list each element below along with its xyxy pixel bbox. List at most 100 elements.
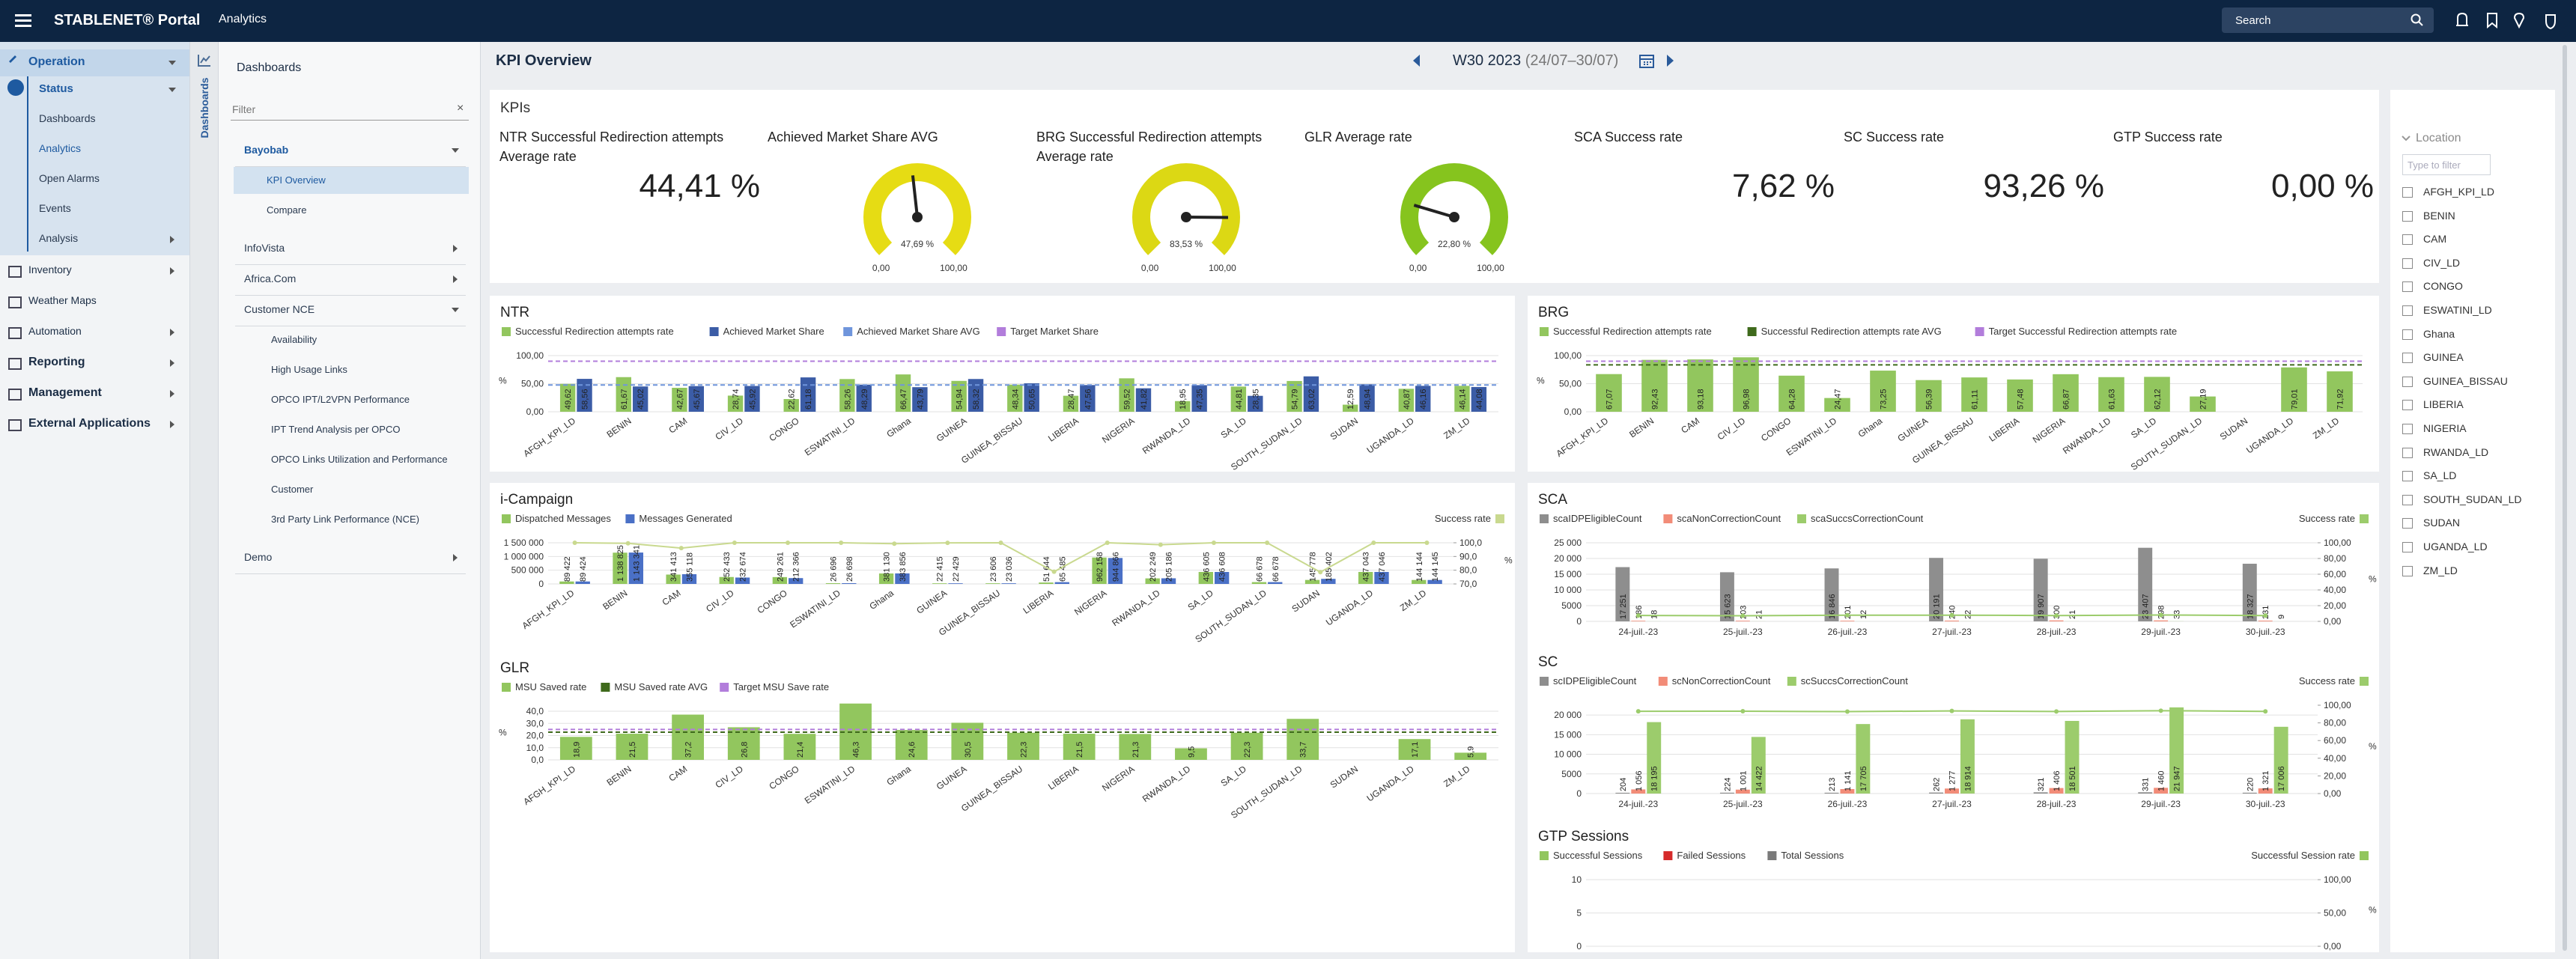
toolbar-icons[interactable]	[2450, 10, 2563, 31]
bar	[688, 386, 705, 412]
location-item[interactable]: RWANDA_LD	[2423, 445, 2489, 458]
location-item[interactable]: SA_LD	[2423, 469, 2457, 482]
value-label: 22,3	[1243, 742, 1252, 758]
dashboard-item[interactable]: KPI Overview	[267, 174, 326, 186]
y2-unit: %	[1504, 555, 1513, 566]
value-label: 30,5	[964, 742, 973, 758]
legend-label: Messages Generated	[639, 513, 732, 524]
checkbox[interactable]	[2402, 400, 2413, 411]
bar	[1108, 558, 1123, 584]
location-item[interactable]: ZM_LD	[2423, 564, 2458, 576]
submenu-item[interactable]: Dashboards	[39, 112, 96, 124]
location-item[interactable]: BENIN	[2423, 209, 2455, 222]
bar	[672, 714, 705, 760]
brand[interactable]: STABLENET® Portal	[54, 12, 201, 28]
checkbox[interactable]	[2402, 329, 2413, 340]
checkbox[interactable]	[2402, 518, 2413, 529]
value-label: 66,47	[899, 389, 908, 410]
checkbox[interactable]	[2402, 281, 2413, 293]
location-item[interactable]: CIV_LD	[2423, 256, 2461, 269]
collapse-icon[interactable]	[2401, 133, 2411, 144]
value-label: 23 407	[2142, 594, 2151, 619]
sidebar: Operation Status Dashboards Analytics Open A…	[0, 42, 190, 959]
location-item[interactable]: GUINEA	[2423, 351, 2464, 364]
submenu-item[interactable]: Open Alarms	[39, 172, 100, 184]
prev-week[interactable]	[1411, 52, 1423, 69]
location-filter[interactable]: Type to filter	[2402, 154, 2491, 175]
location-item[interactable]: UGANDA_LD	[2423, 541, 2488, 552]
location-item[interactable]: AFGH_KPI_LD	[2423, 186, 2494, 198]
checkbox[interactable]	[2402, 542, 2413, 552]
menu-item[interactable]: Automation	[28, 325, 82, 337]
bar	[1454, 386, 1470, 412]
chart: scaIDPEligibleCount scaNonCorrectionCount…	[1540, 513, 2377, 637]
menu-item[interactable]: Status	[39, 82, 73, 95]
scrollbar[interactable]	[2563, 45, 2567, 951]
dashboard-item[interactable]: High Usage Links	[271, 364, 347, 375]
submenu-item[interactable]: Events	[39, 202, 71, 214]
checkbox[interactable]	[2402, 258, 2413, 269]
menu-icon[interactable]	[15, 12, 33, 30]
x-tick-label: BENIN	[605, 764, 634, 788]
value-label: 45,92	[748, 389, 757, 410]
checkbox[interactable]	[2402, 353, 2413, 364]
bar	[825, 583, 841, 584]
location-item[interactable]: Ghana	[2423, 327, 2455, 340]
menu-item[interactable]: Operation	[28, 55, 85, 68]
dashboard-item[interactable]: 3rd Party Link Performance (NCE)	[271, 514, 419, 525]
dashboard-item[interactable]: IPT Trend Analysis per OPCO	[271, 424, 401, 435]
location-item[interactable]: LIBERIA	[2423, 398, 2464, 411]
next-week[interactable]	[1664, 52, 1676, 69]
dashboard-group[interactable]: Bayobab	[244, 144, 289, 156]
dashboard-item[interactable]: Compare	[267, 204, 307, 216]
calendar-icon[interactable]	[1638, 52, 1655, 69]
checkbox[interactable]	[2402, 447, 2413, 458]
y2-tick-label: 70,0	[1459, 579, 1477, 589]
menu-item[interactable]: Management	[28, 386, 102, 399]
dashboard-item[interactable]: Availability	[271, 334, 318, 345]
location-item[interactable]: GUINEA_BISSAU	[2423, 374, 2508, 387]
menu-item[interactable]: Inventory	[28, 264, 72, 275]
menu-item[interactable]: External Applications	[28, 417, 151, 430]
search-box[interactable]: Search	[2222, 7, 2434, 33]
location-item[interactable]: ESWATINI_LD	[2423, 304, 2492, 316]
menu-item[interactable]: Reporting	[28, 356, 85, 368]
dashboard-group[interactable]: InfoVista	[244, 242, 285, 254]
dashboard-group[interactable]: Africa.Com	[244, 273, 297, 284]
checkbox[interactable]	[2402, 494, 2413, 505]
checkbox[interactable]	[2402, 234, 2413, 246]
x-tick-label: BENIN	[1627, 415, 1656, 440]
checkbox[interactable]	[2402, 305, 2413, 316]
dashboard-item[interactable]: OPCO IPT/L2VPN Performance	[271, 394, 410, 405]
dashboard-group[interactable]: Demo	[244, 551, 273, 563]
chart-title: GLR	[500, 660, 530, 676]
checkbox[interactable]	[2402, 424, 2413, 434]
submenu-item[interactable]: Analysis	[39, 232, 79, 244]
checkbox[interactable]	[2402, 210, 2413, 222]
checkbox[interactable]	[2402, 471, 2413, 482]
bar	[735, 577, 750, 584]
location-item[interactable]: SUDAN	[2423, 517, 2461, 529]
x-tick-label: LIBERIA	[1046, 764, 1081, 792]
dashboard-item[interactable]: OPCO Links Utilization and Performance	[271, 454, 448, 465]
checkbox[interactable]	[2402, 187, 2413, 198]
bar	[1471, 386, 1487, 412]
location-item[interactable]: SOUTH_SUDAN_LD	[2423, 493, 2522, 505]
value-label: 26,8	[740, 742, 749, 758]
gauge-value: 47,69 %	[901, 239, 934, 249]
gauge: 83,53 % 0,00 100,00	[1132, 163, 1240, 273]
clear-filter[interactable]: ×	[457, 102, 464, 115]
location-item[interactable]: CAM	[2423, 233, 2447, 246]
dashboard-item[interactable]: Customer	[271, 484, 314, 495]
dashboard-group[interactable]: Customer NCE	[244, 303, 315, 315]
x-tick-label: AFGH_KPI_LD	[521, 415, 577, 459]
checkbox[interactable]	[2402, 565, 2413, 576]
submenu-item[interactable]: Analytics	[39, 142, 82, 154]
line-point	[625, 541, 631, 546]
menu-item[interactable]: Weather Maps	[28, 294, 97, 306]
location-item[interactable]: CONGO	[2423, 280, 2463, 293]
location-item[interactable]: NIGERIA	[2423, 422, 2467, 434]
vertical-tab[interactable]: Dashboards	[198, 77, 210, 138]
checkbox[interactable]	[2402, 376, 2413, 387]
filter-placeholder[interactable]: Filter	[232, 103, 256, 115]
